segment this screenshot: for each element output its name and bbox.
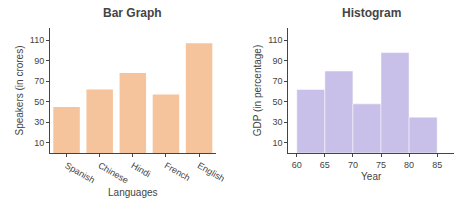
svg-text:80: 80 (404, 160, 414, 170)
svg-text:70: 70 (273, 76, 283, 86)
svg-text:75: 75 (376, 160, 386, 170)
svg-text:GDP (in percentage): GDP (in percentage) (252, 45, 263, 137)
svg-text:70: 70 (348, 160, 358, 170)
svg-text:85: 85 (432, 160, 442, 170)
svg-text:Histogram: Histogram (342, 6, 401, 20)
svg-text:90: 90 (273, 56, 283, 66)
svg-text:70: 70 (34, 76, 44, 86)
svg-text:30: 30 (273, 117, 283, 127)
svg-text:65: 65 (320, 160, 330, 170)
svg-text:110: 110 (30, 35, 44, 45)
svg-text:50: 50 (34, 97, 44, 107)
svg-text:50: 50 (273, 97, 283, 107)
svg-text:Bar Graph: Bar Graph (103, 6, 162, 20)
svg-text:Chinese: Chinese (96, 160, 130, 185)
svg-text:Year: Year (361, 171, 382, 182)
svg-text:60: 60 (292, 160, 302, 170)
svg-text:10: 10 (273, 138, 283, 148)
svg-text:French: French (163, 160, 192, 183)
svg-text:Speakers (in crores): Speakers (in crores) (14, 45, 25, 135)
svg-text:Hindi: Hindi (130, 160, 153, 179)
svg-text:Languages: Languages (108, 187, 158, 198)
svg-text:30: 30 (34, 117, 44, 127)
svg-text:110: 110 (268, 35, 282, 45)
svg-text:English: English (196, 160, 227, 183)
svg-text:10: 10 (34, 138, 44, 148)
svg-text:90: 90 (34, 56, 44, 66)
svg-text:Spanish: Spanish (63, 160, 96, 185)
